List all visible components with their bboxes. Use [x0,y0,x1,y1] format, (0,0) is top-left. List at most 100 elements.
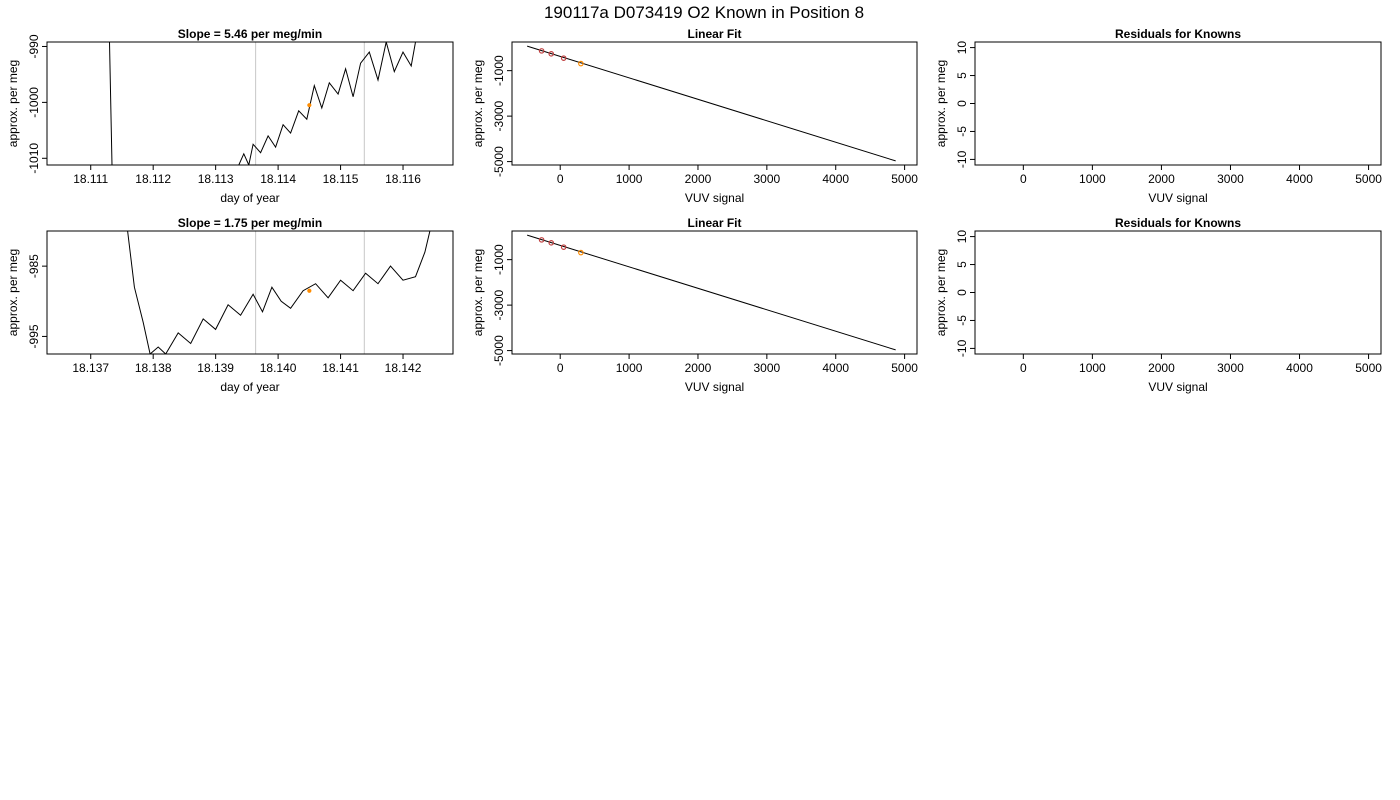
data-point [548,240,555,246]
x-tick-label: 18.114 [260,172,296,186]
chart-panel-4: 0 1000 2000 3000 4000 5000 -10 -5 0 5 10 Residuals … [934,27,1382,205]
x-tick-label: 1000 [1079,361,1106,375]
x-tick-label: 18.140 [260,361,297,375]
y-axis-label: approx. per meg [6,60,20,147]
y-tick-label: -1010 [27,143,41,174]
x-tick-label: 18.116 [385,172,421,186]
x-tick-label: 3000 [1217,361,1244,375]
x-tick-label: 18.139 [197,361,234,375]
y-tick-label: -1000 [492,55,506,86]
x-tick-label: 2000 [1148,361,1175,375]
chart-panel-5: 18.137 18.138 18.139 18.140 18.141 18.142 -995… [6,216,454,394]
fit-line [527,234,896,351]
y-tick-label: -5000 [492,146,506,177]
x-tick-label: 4000 [1286,172,1313,186]
y-tick-label: -1000 [27,87,41,118]
x-axis-label: VUV signal [1148,191,1207,205]
y-axis-label: approx. per meg [471,60,485,147]
chart-panel-1: 18.111 18.112 18.113 18.114 18.115 18.116 -101… [6,27,454,205]
plot-frame [46,41,454,166]
panel-title: Residuals for Knowns [1115,216,1241,230]
series-line [109,42,416,165]
x-tick-label: 18.137 [72,361,109,375]
plot-frame [511,230,918,355]
y-axis-label: approx. per meg [6,249,20,336]
x-axis-label: day of year [220,191,279,205]
x-tick-label: 0 [557,172,564,186]
y-axis-label: approx. per meg [934,249,948,336]
x-tick-label: 1000 [616,361,643,375]
data-point [548,51,555,57]
x-tick-label: 1000 [616,172,643,186]
y-tick-label: 5 [955,72,969,79]
y-tick-label: -3000 [492,100,506,131]
x-tick-label: 0 [1020,172,1027,186]
x-axis-label: day of year [220,380,279,394]
x-tick-label: 5000 [1355,361,1382,375]
y-tick-label: -985 [27,254,41,278]
chart-panel-3: 0 1000 2000 3000 4000 5000 -5000 -3000 -1000 Line… [471,216,918,394]
data-point [578,60,584,67]
plot-area [527,45,896,162]
plot-area [527,234,896,351]
y-tick-label: -1000 [492,244,506,275]
y-tick-label: -995 [27,324,41,348]
x-tick-label: 18.142 [385,361,422,375]
fit-line [527,45,896,162]
y-tick-label: -5000 [492,335,506,366]
figure-title: 190117a D073419 O2 Known in Position 8 [544,3,864,22]
plot-frame [511,41,918,166]
y-tick-label: -5 [955,315,969,326]
data-point [560,244,567,250]
y-tick-label: -3000 [492,289,506,320]
y-tick-label: -5 [955,126,969,137]
x-tick-label: 3000 [753,361,780,375]
panel-title: Slope = 1.75 per meg/min [178,216,322,230]
panel-title: Linear Fit [687,27,741,41]
y-tick-label: -990 [27,34,41,58]
data-point [578,249,584,256]
x-tick-label: 18.111 [73,172,108,186]
marker-point [307,288,312,293]
x-tick-label: 3000 [753,172,780,186]
plot-area [127,231,431,354]
plot-frame [974,41,1382,166]
x-tick-label: 5000 [891,361,918,375]
panel-title: Slope = 5.46 per meg/min [178,27,322,41]
y-tick-label: 5 [955,261,969,268]
y-tick-label: -10 [955,150,969,168]
chart-panel-6: 0 1000 2000 3000 4000 5000 -10 -5 0 5 10 Residuals … [934,216,1382,394]
x-tick-label: 4000 [822,361,849,375]
plot-area [109,42,416,165]
panel-title: Residuals for Knowns [1115,27,1241,41]
x-axis-label: VUV signal [685,380,744,394]
x-tick-label: 1000 [1079,172,1106,186]
panel-title: Linear Fit [687,216,741,230]
data-point [538,48,545,54]
plot-frame [974,230,1382,355]
x-axis-label: VUV signal [1148,380,1207,394]
x-tick-label: 5000 [891,172,918,186]
y-axis-label: approx. per meg [471,249,485,336]
x-tick-label: 2000 [685,172,712,186]
x-tick-label: 4000 [1286,361,1313,375]
x-tick-label: 18.141 [322,361,359,375]
x-tick-label: 4000 [822,172,849,186]
data-point [560,55,567,61]
x-tick-label: 18.115 [323,172,359,186]
x-tick-label: 2000 [685,361,712,375]
x-tick-label: 0 [1020,361,1027,375]
y-tick-label: 0 [955,289,969,296]
x-tick-label: 18.138 [135,361,172,375]
y-axis-label: approx. per meg [934,60,948,147]
chart-panel-2: 0 1000 2000 3000 4000 5000 -5000 -3000 -1000 Line… [471,27,918,205]
data-point [538,237,545,243]
y-tick-label: 10 [955,41,969,55]
x-axis-label: VUV signal [685,191,744,205]
y-tick-label: 10 [955,230,969,244]
x-tick-label: 0 [557,361,564,375]
series-line [127,231,431,354]
x-tick-label: 2000 [1148,172,1175,186]
plot-frame [46,230,454,355]
